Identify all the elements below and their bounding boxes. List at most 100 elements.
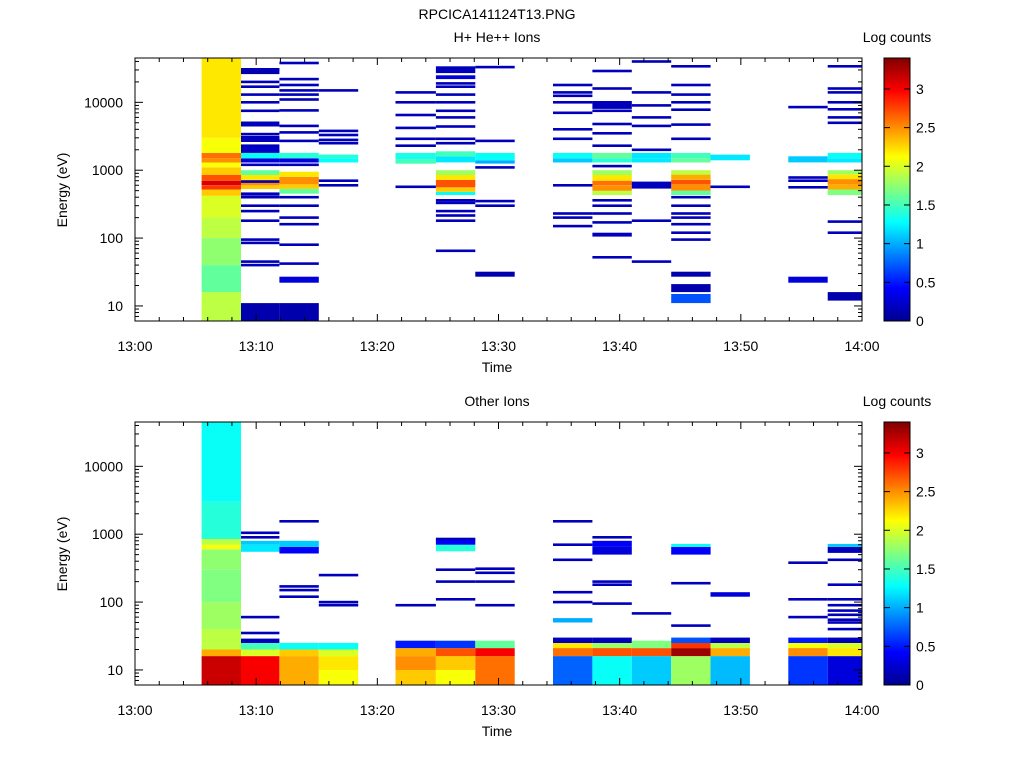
heatmap-cell (671, 637, 711, 643)
heatmap-cell (279, 540, 319, 547)
colorbar-tick-label: 1.5 (916, 197, 936, 213)
heatmap-line (827, 108, 862, 111)
colorbar-tick-label: 1 (916, 236, 924, 252)
heatmap-line (279, 520, 319, 523)
heatmap-line (241, 109, 280, 113)
heatmap-line (592, 144, 632, 147)
heatmap-line (475, 567, 515, 570)
heatmap-cell (201, 152, 241, 159)
heatmap-line (671, 137, 711, 141)
heatmap-line (435, 109, 476, 113)
colorbar-tick-label: 3 (916, 81, 924, 97)
heatmap-line (592, 583, 632, 586)
heatmap-line (279, 595, 319, 598)
heatmap-line (241, 123, 280, 127)
heatmap-line (241, 263, 280, 267)
heatmap-line (395, 101, 436, 104)
heatmap-cell (201, 58, 241, 138)
heatmap-line (671, 581, 711, 585)
colorbar-ticks: 0 0.5 1 1.5 2 2.5 3 (884, 81, 936, 329)
heatmap-line (631, 124, 672, 128)
heatmap-line (241, 68, 280, 72)
heatmap-cell (553, 642, 593, 648)
heatmap-line (631, 116, 672, 119)
heatmap-cell (241, 152, 280, 159)
heatmap-line (710, 185, 750, 189)
heatmap-line (475, 571, 515, 575)
heatmap-line (827, 116, 862, 119)
heatmap-line (553, 212, 593, 215)
heatmap-line (671, 216, 711, 219)
heatmap-line (241, 180, 280, 183)
heatmap-cell (395, 656, 436, 670)
figure-title: RPCICA141124T13.PNG (419, 6, 576, 22)
heatmap-cell (435, 156, 476, 163)
heatmap-line (279, 216, 319, 219)
heatmap-cell (279, 656, 319, 685)
axes: 13:00 13:10 13:20 13:30 13:40 13:50 14:00 10 100… (84, 422, 880, 718)
heatmap-line (475, 139, 515, 143)
heatmap-line (318, 184, 359, 187)
heatmap-cell (827, 179, 862, 185)
heatmap-cell (279, 546, 319, 554)
y-tick-label: 10000 (84, 458, 123, 474)
heatmap-line (592, 221, 632, 224)
heatmap-cell (631, 158, 672, 163)
heatmap-cell (435, 66, 476, 74)
heatmap-cell (671, 294, 711, 304)
heatmap-cell (553, 618, 593, 623)
heatmap-line (318, 129, 359, 133)
heatmap-cell (395, 648, 436, 657)
heatmap-line (631, 186, 672, 189)
heatmap-line (671, 93, 711, 96)
heatmap-line (279, 262, 319, 265)
heatmap-cell (592, 540, 632, 547)
heatmap-cell (435, 191, 476, 195)
heatmap-line (279, 109, 319, 112)
heatmap-line (553, 184, 593, 187)
heatmap-line (435, 125, 476, 128)
heatmap-line (592, 602, 632, 605)
heatmap-line (592, 580, 632, 583)
heatmap-cell (827, 292, 862, 301)
heatmap-line (279, 195, 319, 199)
x-tick-label: 13:40 (602, 702, 637, 718)
heatmap-line (318, 89, 359, 92)
heatmap-cell (279, 642, 319, 650)
heatmap-line (827, 613, 862, 617)
heatmap-cell (279, 158, 319, 163)
heatmap-line (592, 212, 632, 215)
heatmap-line (631, 260, 672, 263)
heatmap-line (241, 209, 280, 213)
heatmap-line (475, 204, 515, 207)
heatmap-cell (435, 151, 476, 157)
heatmap-line (592, 87, 632, 90)
x-tick-label: 13:00 (117, 702, 152, 718)
heatmap-cell (201, 195, 241, 218)
x-tick-label: 13:00 (117, 338, 152, 354)
heatmap-line (592, 256, 632, 259)
heatmap-cells (201, 422, 862, 685)
heatmap-cell (435, 640, 476, 649)
heatmap-cell (671, 158, 711, 163)
heatmap-line (671, 123, 711, 126)
heatmap-line (241, 238, 280, 241)
heatmap-line (671, 204, 711, 207)
heatmap-cell (827, 546, 862, 553)
colorbar-label: Log counts (863, 393, 932, 409)
heatmap-line (592, 101, 632, 104)
heatmap-line (241, 121, 280, 125)
heatmap-cell (201, 656, 241, 685)
heatmap-line (279, 77, 319, 81)
y-tick-label: 1000 (92, 526, 123, 542)
y-tick-label: 10000 (84, 94, 123, 110)
heatmap-line (788, 598, 828, 601)
heatmap-line (827, 101, 862, 104)
heatmap-cell (671, 152, 711, 159)
heatmap-line (241, 132, 280, 136)
axes: 13:00 13:10 13:20 13:30 13:40 13:50 14:00 10 100… (84, 58, 880, 354)
heatmap-cell (201, 569, 241, 603)
heatmap-cell (710, 154, 750, 161)
heatmap-cell (827, 170, 862, 175)
heatmap-line (788, 186, 828, 189)
